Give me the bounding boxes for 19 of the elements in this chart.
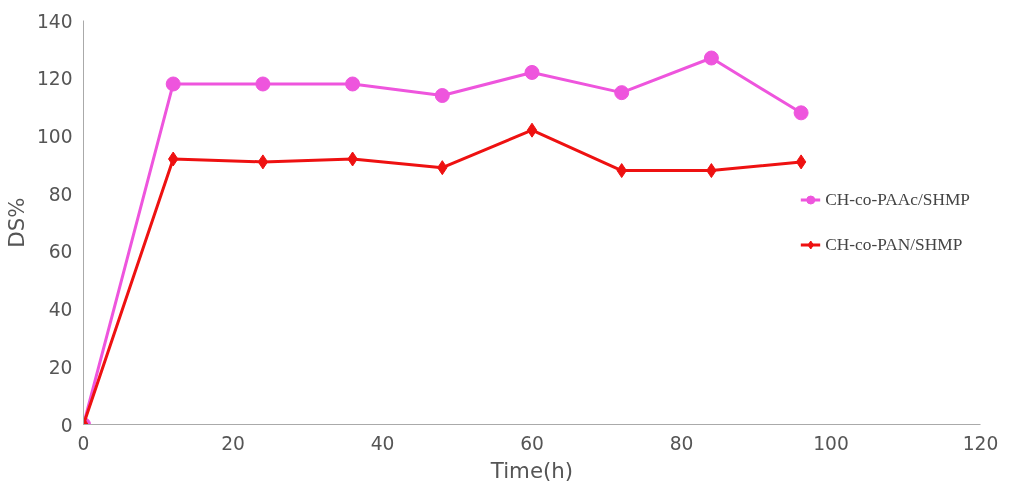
- y-tick-label: 60: [48, 241, 73, 263]
- y-tick-label: 40: [48, 299, 73, 321]
- x-tick-label: 100: [813, 432, 849, 454]
- y-tick-label: 100: [36, 125, 73, 147]
- y-tick-label: 80: [48, 183, 73, 205]
- x-tick-label: 60: [520, 432, 544, 454]
- y-tick-label: 0: [60, 414, 73, 436]
- y-tick-label: 20: [48, 356, 73, 378]
- x-tick-label: 0: [77, 432, 90, 454]
- legend-label: CH-co-PAAc/SHMP: [825, 189, 970, 210]
- y-tick-label: 120: [36, 68, 73, 90]
- x-tick-label: 20: [221, 432, 245, 454]
- x-tick-label: 40: [370, 432, 395, 454]
- x-tick-label: 120: [962, 432, 999, 454]
- y-tick-label: 140: [36, 10, 73, 32]
- y-axis-title: DS%: [3, 197, 29, 248]
- legend-label: CH-co-PAN/SHMP: [825, 234, 963, 255]
- x-tick-label: 80: [669, 432, 694, 454]
- x-axis-title: Time(h): [489, 457, 574, 483]
